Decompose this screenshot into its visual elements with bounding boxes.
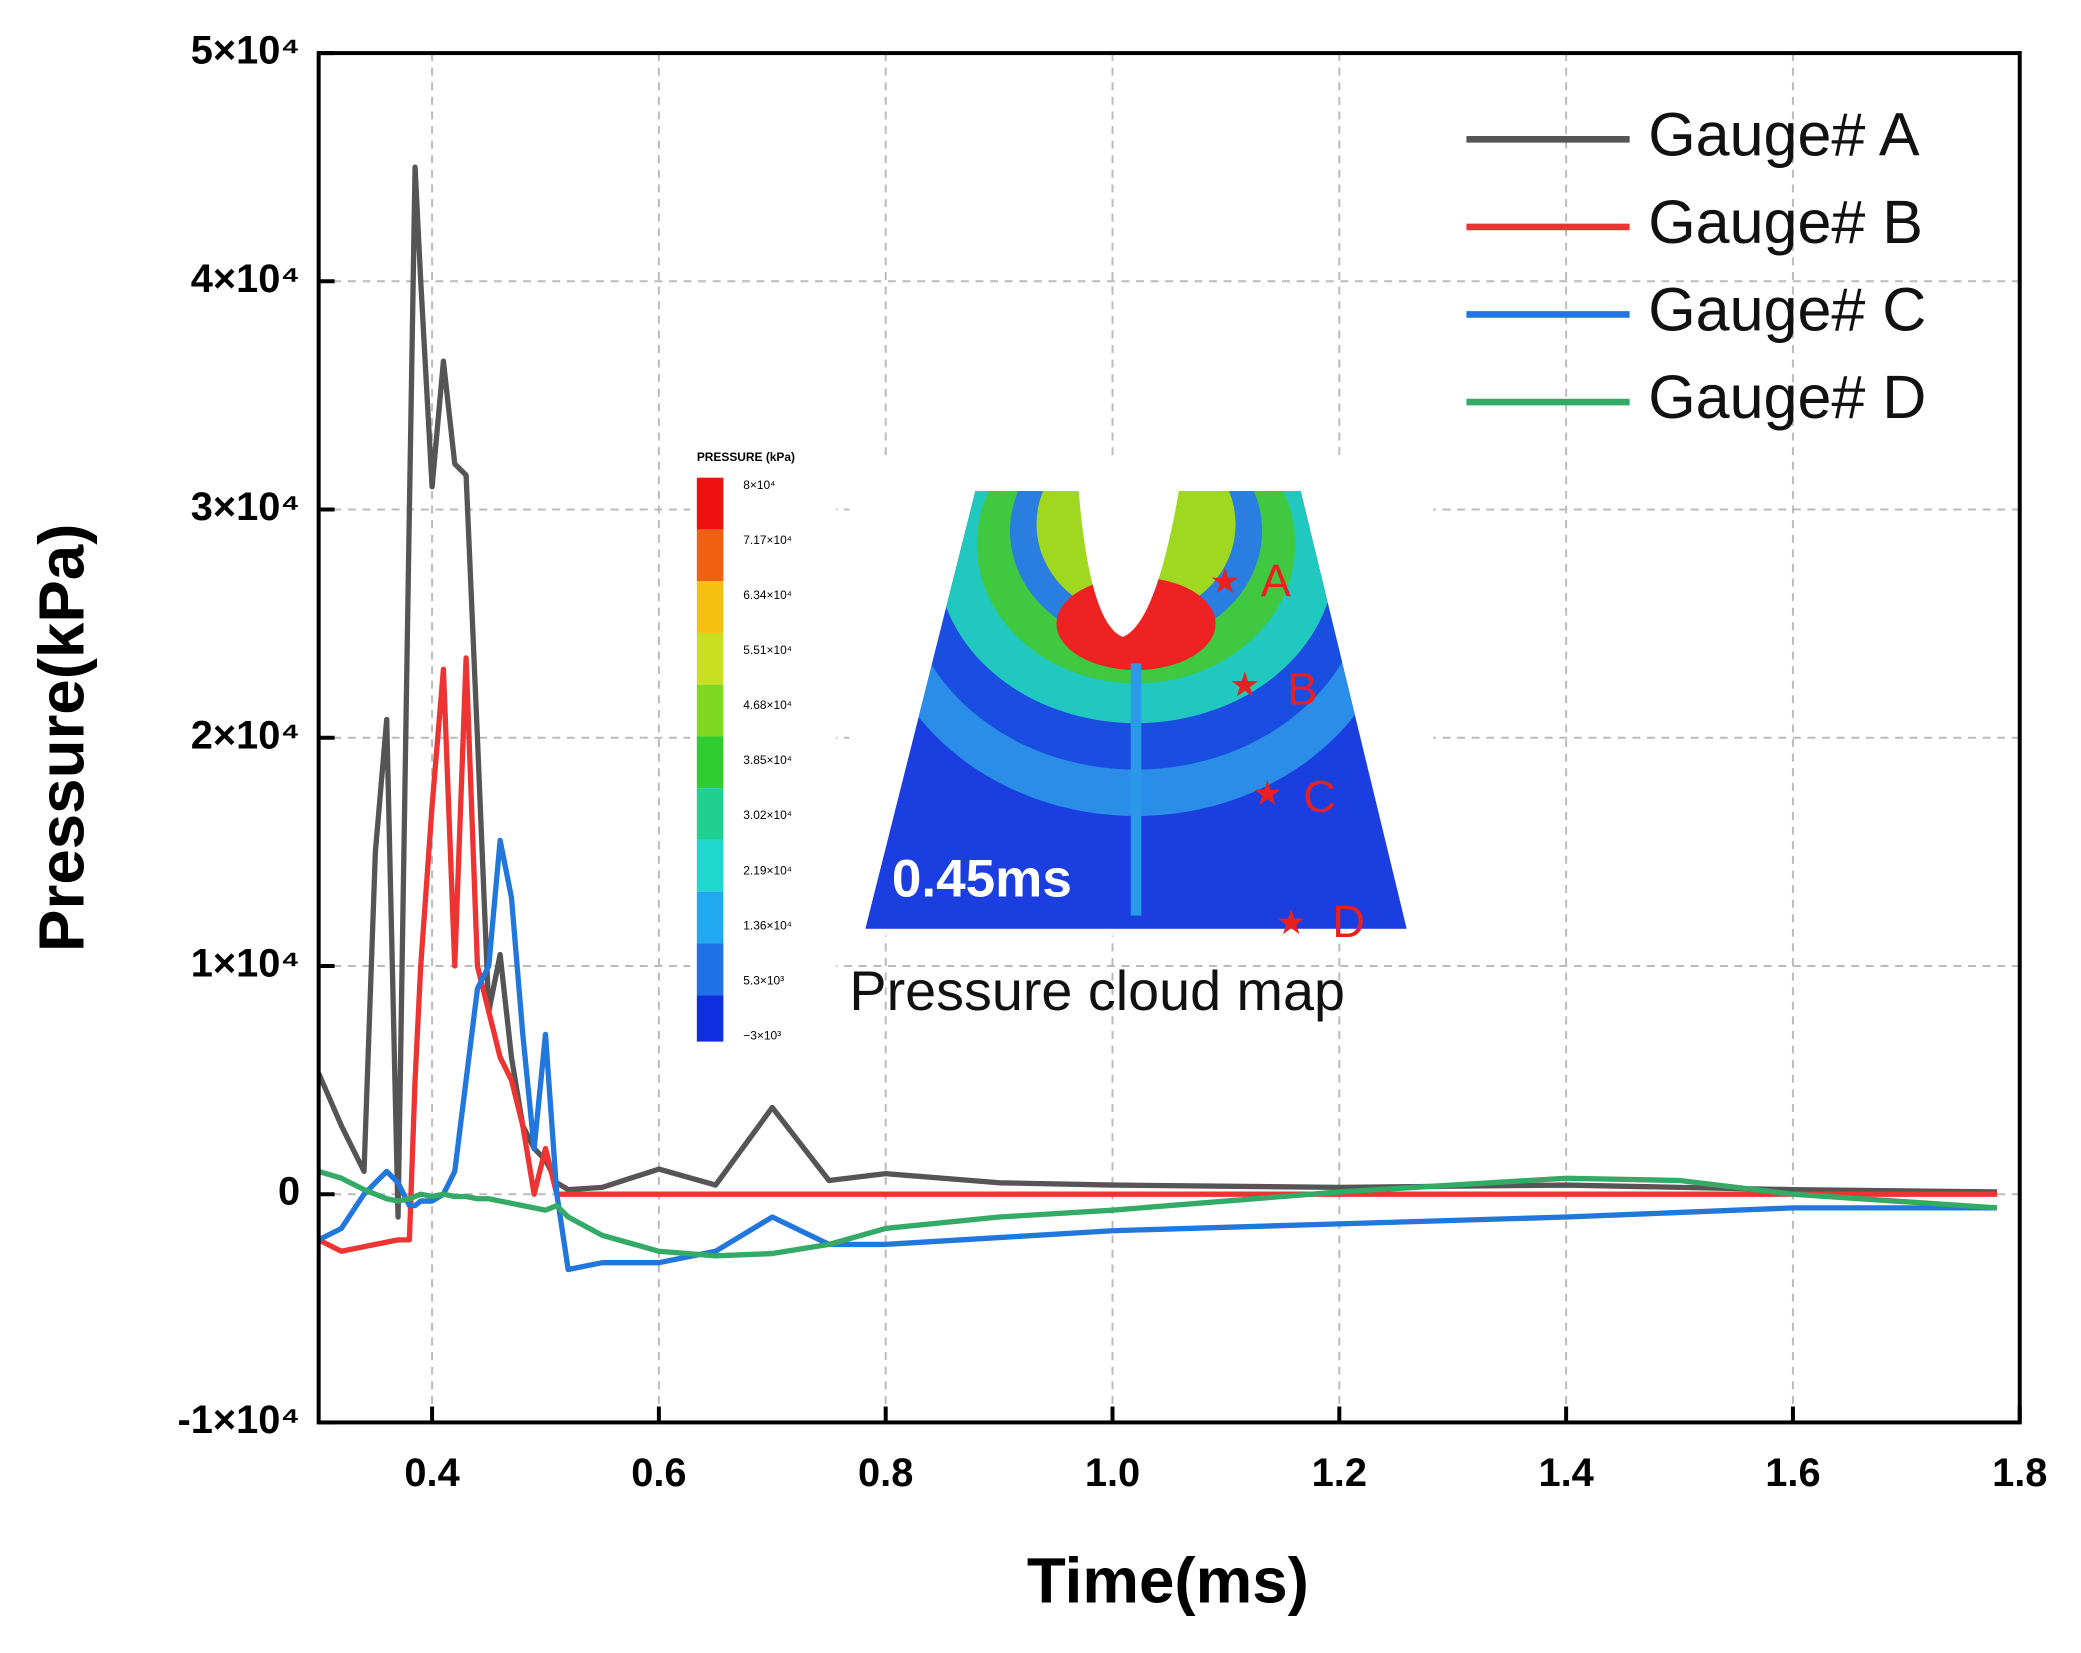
legend: Gauge# A Gauge# B Gauge# C Gauge# D — [1466, 100, 1926, 431]
y-tick-label: 5×10⁴ — [191, 29, 300, 73]
colorbar-label: 2.19×10⁴ — [743, 863, 792, 877]
y-tick-label: 3×10⁴ — [191, 485, 300, 529]
colorbar-label: 5.51×10⁴ — [743, 643, 792, 657]
colorbar-label: 3.85×10⁴ — [743, 753, 792, 767]
x-tick-label: 1.4 — [1538, 1451, 1593, 1495]
svg-text:★: ★ — [1252, 775, 1283, 813]
gauge-label: B — [1287, 664, 1317, 715]
colorbar — [696, 477, 724, 1042]
x-tick-label: 1.0 — [1085, 1451, 1140, 1495]
plot — [318, 164, 1998, 1273]
colorbar-label: 5.3×10³ — [743, 973, 784, 987]
y-tick-label: 1×10⁴ — [191, 941, 300, 985]
svg-text:★: ★ — [1209, 563, 1240, 601]
colorbar-label: 8×10⁴ — [743, 478, 775, 492]
series-line — [318, 655, 1998, 1254]
x-tick-label: 1.2 — [1312, 1451, 1367, 1495]
gauge-label: D — [1332, 896, 1365, 947]
colorbar-label: 1.36×10⁴ — [743, 918, 792, 932]
legend-label: Gauge# C — [1648, 276, 1926, 344]
gauge-label: C — [1303, 771, 1336, 822]
colorbar-label: 4.68×10⁴ — [743, 698, 792, 712]
x-tick-label: 0.8 — [858, 1451, 913, 1495]
svg-text:★: ★ — [1276, 904, 1307, 942]
legend-label: Gauge# A — [1648, 100, 1920, 168]
legend-label: Gauge# D — [1648, 363, 1926, 431]
gauge-label: A — [1261, 555, 1291, 606]
map-time: 0.45ms — [892, 849, 1072, 908]
svg-text:★: ★ — [1229, 666, 1260, 704]
gauge-stars: ★ ★ ★ ★ — [1209, 563, 1306, 942]
inset: PRESSURE (kPa) 8×10⁴ 7.17×10⁴ 6.34×10⁴ 5.51… — [690, 444, 1434, 1055]
colorbar-label: 3.02×10⁴ — [743, 808, 792, 822]
pressure-map — [865, 490, 1407, 929]
y-tick-label: 4×10⁴ — [191, 257, 300, 301]
colorbar-label: 7.17×10⁴ — [743, 533, 792, 547]
x-tick-label: 1.8 — [1992, 1451, 2047, 1495]
colorbar-label: 6.34×10⁴ — [743, 588, 792, 602]
series-line — [318, 1168, 1998, 1259]
y-axis-title: Pressure(kPa) — [26, 524, 97, 952]
y-tick-label: -1×10⁴ — [178, 1398, 301, 1442]
ticks: 0.4 0.6 0.8 1.0 1.2 1.4 1.6 1.8 -1×10⁴ 0 1×10⁴ 2×10… — [178, 29, 2048, 1495]
inset-caption: Pressure cloud map — [849, 960, 1345, 1022]
x-tick-label: 0.6 — [631, 1451, 686, 1495]
colorbar-label: −3×10³ — [743, 1028, 781, 1042]
x-tick-label: 1.6 — [1765, 1451, 1820, 1495]
y-tick-label: 2×10⁴ — [191, 713, 300, 757]
legend-label: Gauge# B — [1648, 188, 1923, 256]
x-axis-title: Time(ms) — [1027, 1545, 1309, 1616]
x-tick-label: 0.4 — [404, 1451, 459, 1495]
y-tick-label: 0 — [278, 1170, 300, 1214]
colorbar-title: PRESSURE (kPa) — [697, 450, 795, 464]
